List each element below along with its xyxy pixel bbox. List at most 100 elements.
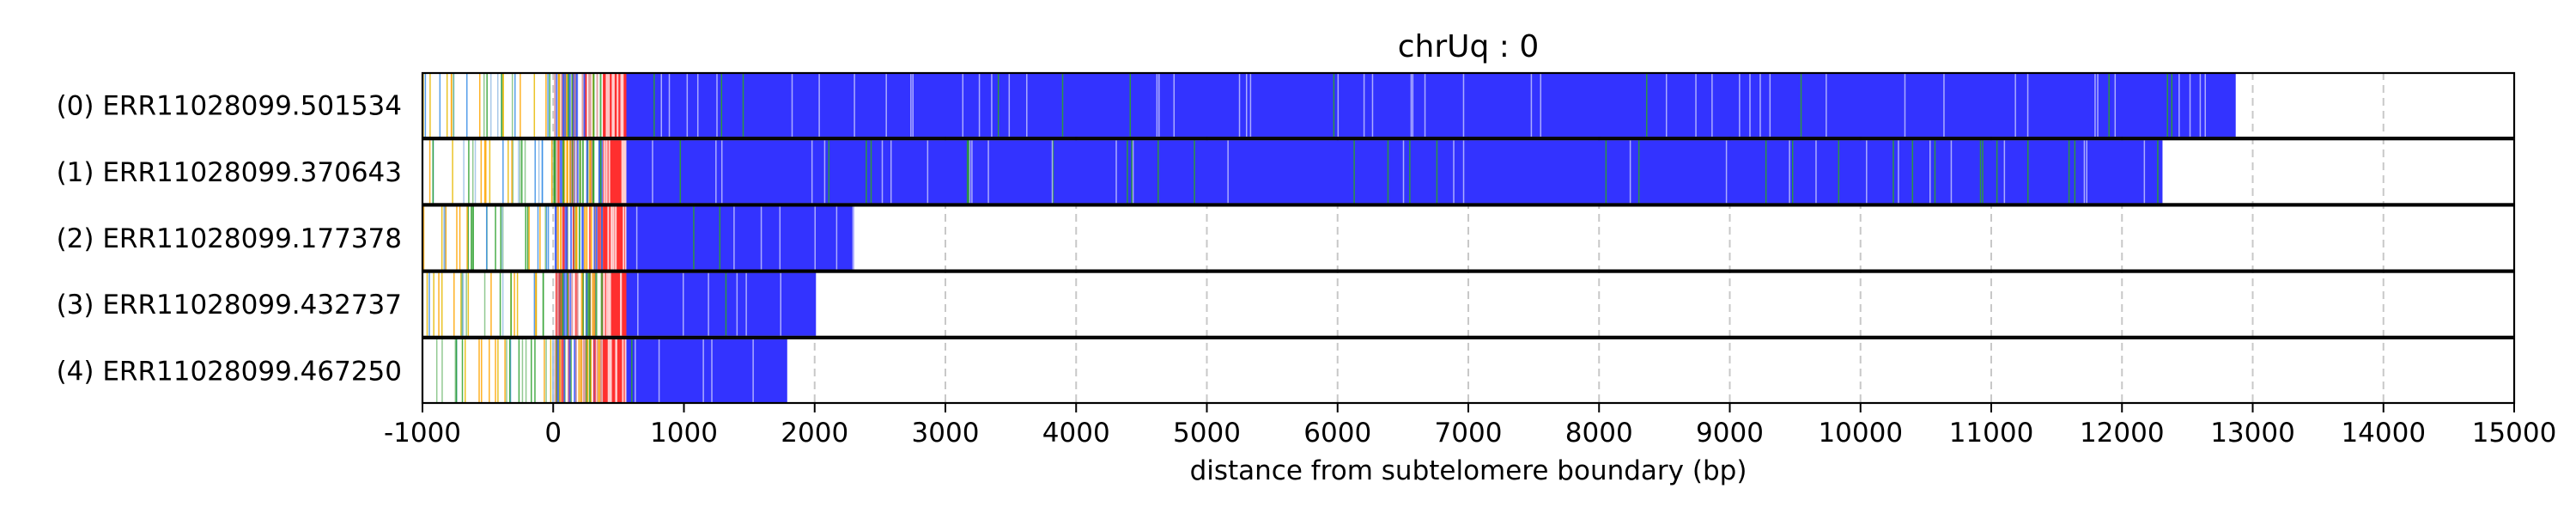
- variant-stripe: [1115, 140, 1117, 204]
- variant-stripe: [1898, 140, 1899, 204]
- read-label: (1) ERR11028099.370643: [57, 157, 402, 188]
- variant-stripe: [987, 140, 989, 204]
- variant-stripe: [715, 140, 717, 204]
- variant-stripe: [1410, 74, 1413, 137]
- variant-stripe: [518, 339, 520, 402]
- variant-stripe: [1129, 74, 1132, 137]
- variant-stripe: [828, 140, 830, 204]
- variant-stripe: [2157, 140, 2159, 204]
- variant-stripe: [521, 339, 524, 402]
- variant-stripe: [1402, 140, 1405, 204]
- variant-stripe: [568, 339, 571, 402]
- variant-stripe: [594, 339, 597, 402]
- variant-stripe: [519, 74, 521, 137]
- variant-stripe: [1333, 74, 1335, 137]
- variant-stripe: [962, 74, 964, 137]
- variant-stripe: [2097, 74, 2099, 137]
- variant-stripe: [443, 206, 445, 270]
- variant-stripe: [1436, 140, 1438, 204]
- variant-stripe: [653, 74, 655, 137]
- variant-stripe: [545, 206, 548, 270]
- variant-stripe: [611, 206, 613, 270]
- variant-stripe: [525, 206, 527, 270]
- variant-stripe: [637, 272, 639, 336]
- variant-stripe: [588, 339, 591, 402]
- variant-stripe: [1051, 140, 1054, 204]
- variant-stripe: [439, 74, 441, 137]
- row-frame: [421, 205, 2516, 272]
- variant-stripe: [500, 206, 501, 270]
- variant-stripe: [572, 74, 574, 137]
- variant-stripe: [463, 140, 465, 204]
- variant-stripe: [533, 74, 536, 137]
- variant-stripe: [652, 140, 653, 204]
- variant-stripe: [446, 74, 448, 137]
- variant-stripe: [502, 74, 504, 137]
- variant-stripe: [464, 339, 466, 402]
- variant-stripe: [426, 272, 428, 336]
- variant-stripe: [483, 140, 486, 204]
- variant-stripe: [2014, 74, 2016, 137]
- variant-stripe: [624, 206, 627, 270]
- variant-stripe: [557, 206, 560, 270]
- variant-stripe: [461, 272, 463, 336]
- variant-stripe: [620, 272, 623, 336]
- variant-stripe: [453, 74, 454, 137]
- variant-stripe: [1173, 74, 1176, 137]
- variant-stripe: [622, 339, 624, 402]
- variant-stripe: [607, 272, 610, 336]
- variant-stripe: [1026, 74, 1028, 137]
- variant-stripe: [752, 339, 754, 402]
- variant-stripe: [433, 272, 434, 336]
- variant-stripe: [583, 206, 586, 270]
- variant-stripe: [574, 339, 577, 402]
- row-frame: [421, 71, 2516, 139]
- variant-stripe: [2108, 74, 2110, 137]
- x-tick-label: 8000: [1565, 418, 1633, 449]
- variant-stripe: [1725, 140, 1728, 204]
- variant-stripe: [481, 339, 483, 402]
- read-row: (0) ERR11028099.501534: [57, 71, 2516, 139]
- variant-stripe: [545, 339, 547, 402]
- variant-stripe: [1227, 140, 1229, 204]
- x-tick-label: 10000: [1818, 418, 1903, 449]
- variant-stripe: [621, 140, 623, 204]
- variant-stripe: [912, 74, 914, 137]
- variant-stripe: [535, 272, 537, 336]
- variant-stripe: [428, 272, 430, 336]
- variant-stripe: [485, 140, 487, 204]
- variant-stripe: [2068, 140, 2070, 204]
- variant-stripe: [435, 339, 438, 402]
- variant-stripe: [510, 272, 512, 336]
- variant-stripe: [779, 206, 781, 270]
- variant-stripe: [608, 140, 611, 204]
- variant-stripe: [1665, 74, 1668, 137]
- variant-stripe: [454, 339, 457, 402]
- variant-stripe: [514, 74, 516, 137]
- variant-stripe: [610, 339, 612, 402]
- variant-stripe: [605, 140, 608, 204]
- variant-stripe: [603, 140, 605, 204]
- variant-stripe: [601, 272, 604, 336]
- variant-stripe: [549, 74, 550, 137]
- variant-stripe: [595, 206, 598, 270]
- variant-stripe: [566, 74, 568, 137]
- variant-stripe: [593, 206, 596, 270]
- variant-stripe: [702, 339, 704, 402]
- variant-stripe: [531, 339, 532, 402]
- variant-stripe: [866, 140, 867, 204]
- variant-stripe: [1765, 140, 1767, 204]
- variant-stripe: [696, 74, 699, 137]
- variant-stripe: [562, 206, 565, 270]
- variant-stripe: [539, 206, 541, 270]
- read-row: (4) ERR11028099.467250: [57, 337, 2516, 405]
- variant-stripe: [1866, 140, 1868, 204]
- variant-stripe: [1052, 140, 1054, 204]
- variant-stripe: [1371, 74, 1374, 137]
- variant-stripe: [997, 74, 999, 137]
- variant-stripe: [660, 74, 663, 137]
- variant-stripe: [562, 74, 564, 137]
- row-frame: [421, 271, 2516, 338]
- variant-stripe: [587, 272, 590, 336]
- variant-stripe: [466, 206, 468, 270]
